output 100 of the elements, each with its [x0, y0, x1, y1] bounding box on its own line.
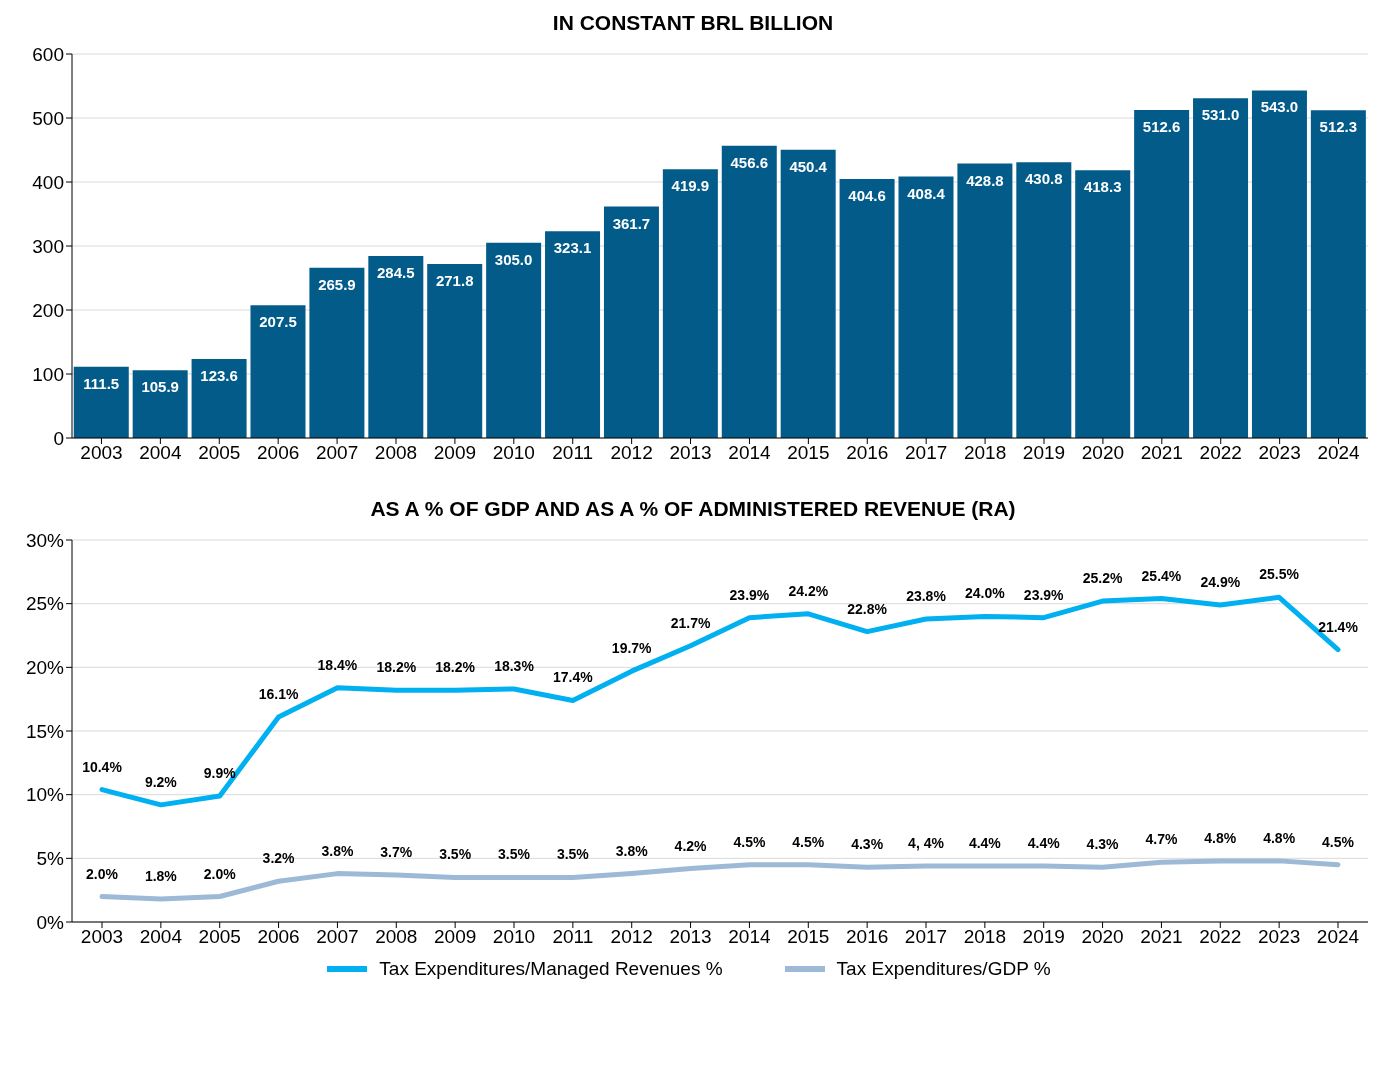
- y-tick-label: 100: [32, 363, 64, 385]
- data-label: 18.2%: [376, 659, 417, 676]
- data-label: 22.8%: [847, 600, 888, 617]
- x-tick-label: 2009: [434, 926, 477, 948]
- data-label: 111.5: [83, 374, 120, 392]
- data-label: 4.8%: [1263, 829, 1296, 846]
- x-tick-label: 2024: [1316, 926, 1360, 948]
- x-tick-label: 2023: [1258, 442, 1301, 464]
- x-tick-label: 2018: [963, 926, 1006, 948]
- data-label: 4.5%: [1322, 833, 1355, 850]
- x-tick-label: 2021: [1140, 442, 1183, 464]
- x-tick-label: 2018: [963, 442, 1007, 464]
- data-label: 3.8%: [321, 842, 354, 859]
- data-label: 4.7%: [1145, 831, 1178, 848]
- x-tick-label: 2008: [374, 442, 418, 464]
- data-label: 305.0: [494, 250, 533, 268]
- data-label: 428.8: [966, 171, 1004, 189]
- data-label: 323.1: [553, 239, 592, 257]
- bar: [427, 264, 483, 438]
- y-tick-label: 600: [32, 43, 64, 65]
- data-label: 4.4%: [1027, 834, 1061, 851]
- y-tick-label: 30%: [25, 529, 65, 551]
- data-label: 16.1%: [258, 685, 299, 702]
- data-label: 18.3%: [494, 657, 535, 674]
- data-label: 23.8%: [906, 587, 947, 604]
- data-label: 25.4%: [1141, 567, 1182, 584]
- bar: [1251, 90, 1307, 438]
- data-label: 4.3%: [851, 836, 884, 853]
- bar: [1134, 109, 1190, 438]
- y-tick-label: 5%: [36, 848, 65, 870]
- y-tick-label: 300: [32, 235, 64, 257]
- data-label: 25.5%: [1259, 566, 1300, 583]
- x-tick-label: 2012: [610, 442, 653, 464]
- x-tick-label: 2012: [610, 926, 653, 948]
- chart-title: AS A % OF GDP AND AS A % OF ADMINISTERED REVENUE (RA): [369, 496, 1017, 522]
- data-label: 430.8: [1025, 170, 1063, 188]
- y-tick-label: 400: [32, 171, 64, 193]
- chart-title: IN CONSTANT BRL BILLION: [551, 10, 835, 36]
- x-tick-label: 2008: [375, 926, 418, 948]
- data-label: 271.8: [435, 272, 474, 290]
- bar: [662, 169, 718, 438]
- data-label: 456.6: [730, 153, 769, 171]
- data-label: 2.0%: [203, 865, 237, 882]
- x-tick-label: 2017: [904, 926, 948, 948]
- bar: [780, 149, 836, 438]
- bar: [1016, 162, 1072, 438]
- bar: [368, 255, 424, 438]
- x-tick-label: 2023: [1258, 926, 1301, 948]
- data-label: 4.5%: [792, 833, 825, 850]
- legend-label: Tax Expenditures/Managed Revenues %: [379, 958, 723, 980]
- data-label: 25.2%: [1082, 570, 1123, 587]
- x-tick-label: 2017: [905, 442, 948, 464]
- data-label: 24.0%: [965, 585, 1006, 602]
- bar: [486, 242, 542, 438]
- data-label: 531.0: [1201, 106, 1240, 124]
- data-label: 19.7%: [611, 640, 653, 657]
- x-tick-label: 2019: [1022, 442, 1066, 464]
- x-tick-label: 2015: [787, 442, 830, 464]
- data-label: 23.9%: [729, 586, 770, 603]
- x-tick-label: 2007: [316, 926, 359, 948]
- x-tick-label: 2016: [846, 442, 889, 464]
- data-label: 265.9: [318, 275, 356, 293]
- data-label: 404.6: [848, 187, 886, 205]
- x-tick-label: 2024: [1317, 442, 1361, 464]
- data-label: 24.2%: [788, 582, 829, 599]
- data-label: 3.7%: [380, 843, 413, 860]
- data-label: 3.2%: [262, 850, 296, 867]
- data-label: 10.4%: [82, 758, 123, 775]
- bar: [1310, 110, 1366, 438]
- y-tick-label: 10%: [25, 784, 65, 806]
- x-tick-label: 2014: [728, 442, 772, 464]
- bar: [309, 267, 365, 438]
- x-tick-label: 2016: [846, 926, 889, 948]
- x-tick-label: 2015: [787, 926, 830, 948]
- x-tick-label: 2007: [315, 442, 359, 464]
- data-label: 361.7: [612, 214, 651, 232]
- data-label: 18.2%: [435, 659, 476, 676]
- data-label: 512.6: [1142, 117, 1181, 135]
- x-tick-label: 2019: [1022, 926, 1065, 948]
- data-label: 512.3: [1319, 118, 1358, 136]
- bar: [191, 358, 247, 438]
- x-tick-label: 2003: [80, 442, 123, 464]
- x-tick-label: 2020: [1081, 926, 1124, 948]
- data-label: 4.2%: [674, 837, 708, 854]
- x-tick-label: 2022: [1199, 442, 1242, 464]
- data-label: 9.2%: [144, 773, 178, 790]
- data-label: 3.5%: [498, 846, 531, 863]
- bar: [839, 179, 895, 438]
- x-tick-label: 2005: [198, 926, 241, 948]
- x-tick-label: 2021: [1140, 926, 1183, 948]
- data-label: 3.5%: [556, 846, 590, 863]
- data-label: 284.5: [377, 263, 415, 281]
- data-label: 17.4%: [553, 669, 594, 686]
- x-tick-label: 2011: [552, 442, 594, 464]
- data-label: 24.9%: [1200, 573, 1241, 590]
- bar: [1193, 98, 1249, 438]
- x-tick-label: 2014: [728, 926, 771, 948]
- data-label: 9.9%: [203, 764, 237, 781]
- data-label: 21.7%: [670, 614, 711, 631]
- x-tick-label: 2011: [552, 926, 594, 948]
